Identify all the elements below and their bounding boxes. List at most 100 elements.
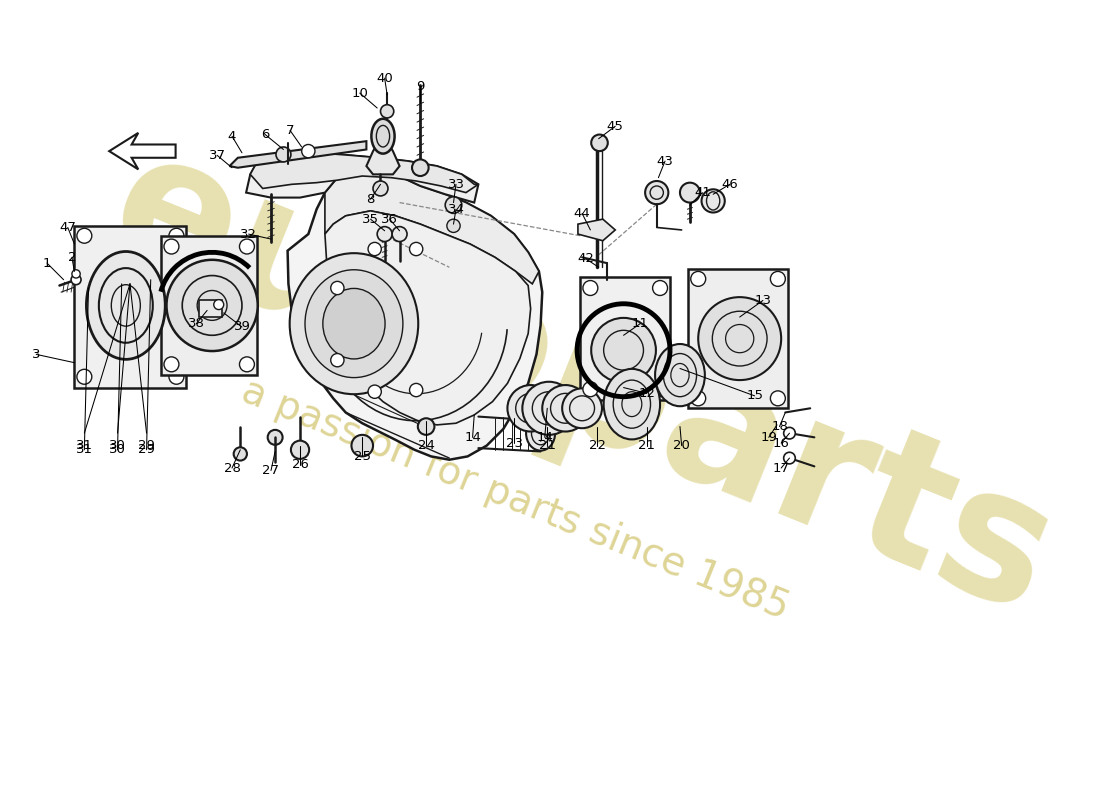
- Circle shape: [164, 357, 179, 372]
- Circle shape: [698, 297, 781, 380]
- Text: 15: 15: [746, 390, 763, 402]
- Circle shape: [213, 300, 223, 310]
- Polygon shape: [186, 288, 210, 307]
- Text: 35: 35: [362, 213, 380, 226]
- Polygon shape: [324, 170, 539, 284]
- Circle shape: [645, 181, 669, 204]
- Circle shape: [77, 228, 91, 243]
- Circle shape: [240, 357, 254, 372]
- Circle shape: [72, 270, 80, 278]
- Polygon shape: [287, 170, 542, 460]
- Text: 26: 26: [292, 458, 308, 471]
- Polygon shape: [324, 211, 530, 425]
- Circle shape: [652, 382, 668, 397]
- Circle shape: [267, 430, 283, 445]
- Text: 28: 28: [223, 462, 241, 474]
- Circle shape: [368, 385, 382, 398]
- Circle shape: [240, 239, 254, 254]
- Text: 17: 17: [772, 462, 790, 474]
- Text: 40: 40: [376, 72, 393, 85]
- Bar: [75, 226, 186, 387]
- Text: 44: 44: [574, 207, 591, 220]
- Circle shape: [72, 274, 81, 285]
- Ellipse shape: [604, 369, 660, 439]
- Circle shape: [783, 427, 795, 439]
- Text: 32: 32: [240, 227, 257, 241]
- Circle shape: [783, 452, 795, 464]
- Text: 3: 3: [32, 348, 41, 361]
- Text: 45: 45: [607, 120, 624, 133]
- Text: 31: 31: [76, 439, 92, 452]
- Circle shape: [368, 242, 382, 256]
- Ellipse shape: [87, 251, 165, 359]
- Text: 22: 22: [588, 439, 605, 452]
- Text: 7: 7: [286, 124, 295, 137]
- Text: 21: 21: [539, 439, 556, 452]
- Circle shape: [591, 134, 608, 151]
- Text: 18: 18: [771, 420, 788, 433]
- Circle shape: [169, 228, 184, 243]
- Circle shape: [507, 385, 554, 431]
- Circle shape: [409, 383, 422, 397]
- Polygon shape: [230, 141, 366, 168]
- Text: 39: 39: [233, 321, 251, 334]
- Text: 41: 41: [694, 186, 711, 199]
- Circle shape: [77, 370, 91, 384]
- Text: 14: 14: [537, 431, 553, 444]
- Circle shape: [680, 182, 700, 202]
- Circle shape: [331, 354, 344, 367]
- Circle shape: [169, 370, 184, 384]
- Circle shape: [542, 385, 588, 431]
- Text: 33: 33: [448, 178, 464, 191]
- Circle shape: [331, 282, 344, 294]
- Bar: [689, 269, 788, 408]
- Text: 9: 9: [416, 80, 425, 93]
- Circle shape: [583, 281, 597, 295]
- Circle shape: [166, 260, 257, 351]
- Text: 2: 2: [68, 251, 76, 264]
- Text: 42: 42: [578, 253, 595, 266]
- Polygon shape: [109, 133, 176, 170]
- Circle shape: [352, 435, 373, 457]
- Text: 37: 37: [209, 149, 226, 162]
- Text: 16: 16: [772, 437, 790, 450]
- Ellipse shape: [98, 258, 164, 357]
- Text: 8: 8: [366, 193, 375, 206]
- Circle shape: [522, 382, 575, 435]
- Text: 27: 27: [263, 464, 279, 477]
- Circle shape: [392, 226, 407, 242]
- Circle shape: [276, 147, 290, 162]
- Ellipse shape: [289, 253, 418, 394]
- Polygon shape: [251, 151, 478, 193]
- Ellipse shape: [526, 416, 556, 450]
- Circle shape: [290, 441, 309, 459]
- Circle shape: [447, 219, 460, 233]
- Polygon shape: [366, 134, 399, 174]
- Text: 29: 29: [139, 439, 155, 452]
- Circle shape: [691, 391, 706, 406]
- Text: 10: 10: [351, 86, 369, 99]
- Text: europarts: europarts: [87, 115, 1078, 652]
- Text: 11: 11: [631, 317, 649, 330]
- Text: 30: 30: [109, 439, 126, 452]
- Text: 46: 46: [722, 178, 738, 191]
- Text: 21: 21: [638, 439, 656, 452]
- Circle shape: [409, 242, 422, 256]
- Circle shape: [652, 281, 668, 295]
- Circle shape: [562, 388, 602, 428]
- Circle shape: [691, 271, 706, 286]
- Text: 36: 36: [382, 213, 398, 226]
- Text: 47: 47: [59, 221, 76, 234]
- Circle shape: [702, 190, 725, 213]
- Circle shape: [164, 239, 179, 254]
- Text: 25: 25: [354, 450, 371, 463]
- Circle shape: [770, 271, 785, 286]
- Circle shape: [418, 418, 434, 435]
- Text: 1: 1: [43, 257, 52, 270]
- Circle shape: [377, 226, 392, 242]
- Bar: [162, 236, 257, 375]
- Text: 13: 13: [755, 294, 771, 307]
- Circle shape: [301, 145, 315, 158]
- Ellipse shape: [372, 118, 395, 154]
- Ellipse shape: [656, 344, 705, 406]
